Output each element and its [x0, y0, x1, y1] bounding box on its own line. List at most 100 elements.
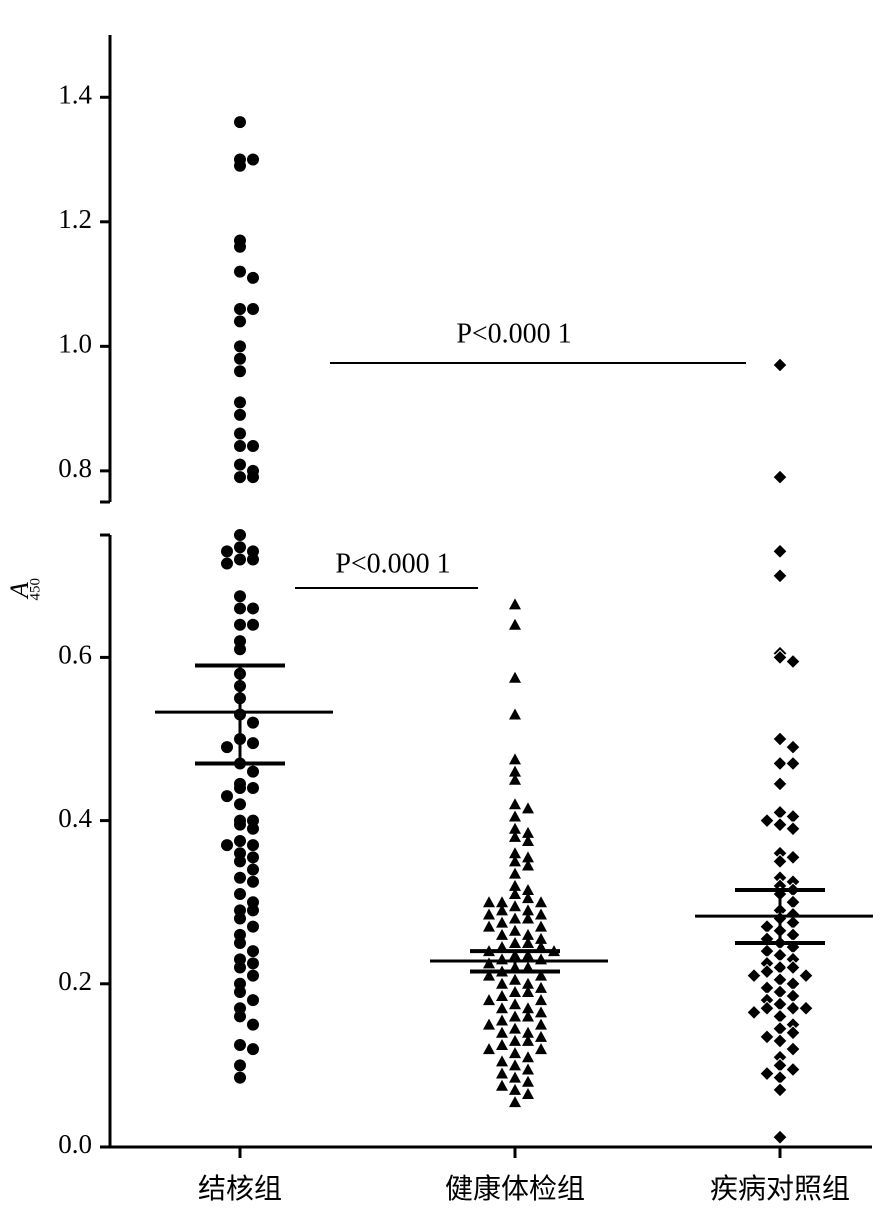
point [234, 315, 246, 328]
point [759, 1029, 775, 1045]
point [221, 839, 233, 852]
point [247, 553, 259, 566]
point [522, 949, 534, 961]
point [509, 985, 521, 997]
point [247, 969, 259, 982]
point [496, 977, 508, 989]
point [746, 967, 762, 984]
point [785, 959, 801, 976]
point [509, 867, 521, 879]
point [759, 963, 775, 980]
point [509, 855, 521, 867]
point [522, 985, 534, 997]
point [483, 896, 495, 908]
y-tick-label: 1.0 [58, 329, 92, 359]
point [509, 753, 521, 765]
point [221, 790, 233, 803]
point [509, 773, 521, 785]
point [509, 830, 521, 842]
point [772, 1033, 788, 1049]
point [483, 969, 495, 981]
point [496, 1055, 508, 1067]
point [522, 928, 534, 940]
point [746, 1004, 762, 1021]
point [535, 981, 547, 993]
point [522, 859, 534, 871]
point [759, 812, 775, 829]
point [772, 816, 788, 833]
point [772, 853, 788, 870]
point [522, 1075, 534, 1087]
point [509, 798, 521, 810]
point [522, 904, 534, 916]
point [785, 1000, 801, 1016]
point [785, 1041, 801, 1057]
point [509, 822, 521, 834]
point [772, 469, 788, 485]
point [522, 1034, 534, 1046]
point [234, 798, 246, 811]
point [522, 802, 534, 814]
point [234, 427, 246, 440]
point [772, 1082, 788, 1098]
point [535, 953, 547, 965]
point [535, 1030, 547, 1042]
point [509, 879, 521, 891]
point [509, 847, 521, 859]
point [509, 998, 521, 1010]
point [772, 357, 788, 373]
point [522, 1026, 534, 1038]
point [234, 1059, 246, 1072]
y-tick-label: 0.2 [58, 966, 92, 996]
point [522, 1010, 534, 1022]
y-tick-label: 0.6 [58, 640, 92, 670]
point [522, 1002, 534, 1014]
point [234, 937, 246, 949]
point [234, 302, 246, 315]
point [247, 618, 259, 631]
point [509, 1022, 521, 1034]
point [496, 953, 508, 965]
point [234, 835, 246, 847]
point [247, 737, 259, 750]
point [785, 1025, 801, 1041]
point [535, 969, 547, 981]
point [522, 912, 534, 924]
point [509, 888, 521, 900]
point [234, 541, 246, 554]
axes [100, 35, 872, 1149]
point [509, 937, 521, 948]
point [247, 439, 259, 452]
point [496, 1014, 508, 1026]
point [522, 851, 534, 863]
point [247, 822, 259, 835]
point [496, 1002, 508, 1014]
point [509, 1010, 521, 1022]
point [483, 920, 495, 932]
point [221, 545, 233, 558]
point [247, 602, 259, 615]
point [234, 529, 246, 541]
y-axis-label-subscript: 450 [27, 578, 43, 601]
point [509, 1096, 521, 1108]
point [535, 1006, 547, 1018]
point [509, 900, 521, 912]
point [798, 967, 814, 984]
point [535, 908, 547, 920]
point [247, 765, 259, 778]
point [509, 618, 521, 630]
point [483, 994, 495, 1006]
point [234, 240, 246, 253]
point [772, 1129, 788, 1145]
point [247, 302, 259, 315]
point [785, 739, 801, 755]
point [496, 896, 508, 908]
point [496, 904, 508, 916]
point [509, 1059, 521, 1071]
point [247, 945, 259, 958]
point [535, 920, 547, 932]
point [247, 851, 259, 864]
point [483, 957, 495, 969]
point [522, 1087, 534, 1099]
point [221, 741, 233, 754]
